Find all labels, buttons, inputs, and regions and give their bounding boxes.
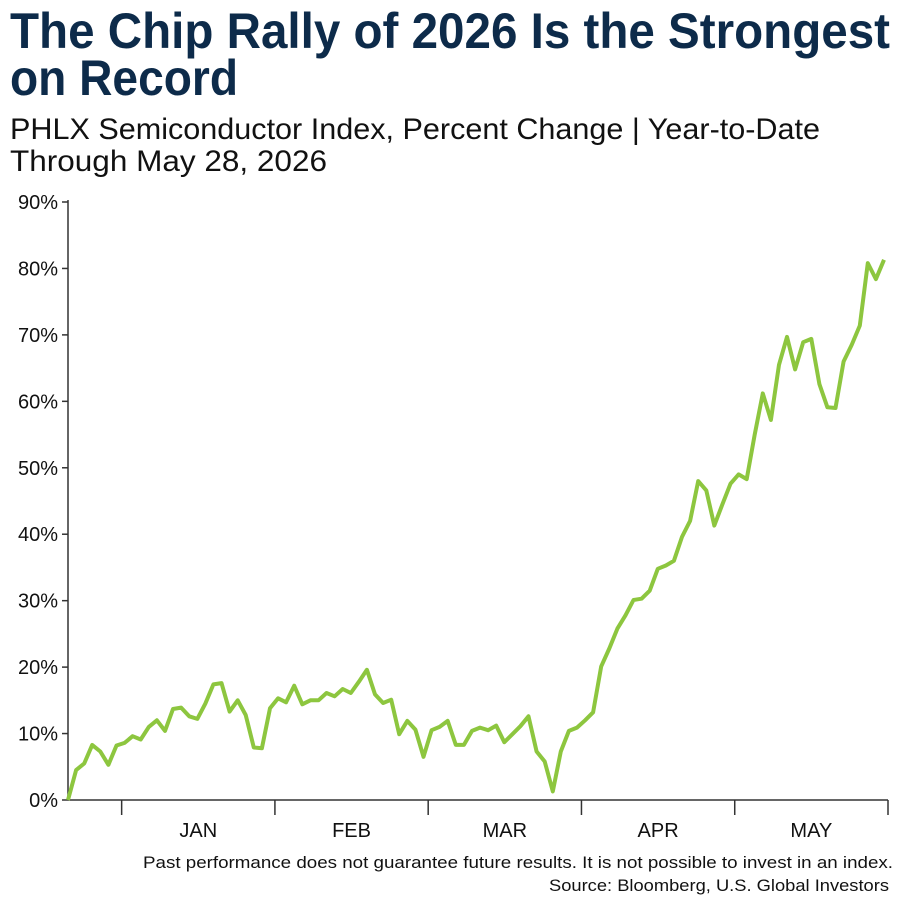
x-tick-label: JAN	[179, 820, 217, 842]
y-tick-label: 80%	[18, 258, 58, 280]
chart-subtitle: PHLX Semiconductor Index, Percent Change…	[10, 113, 820, 146]
y-tick-label: 0%	[29, 790, 58, 812]
source: Source: Bloomberg, U.S. Global Investors	[549, 876, 889, 895]
y-tick-label: 30%	[18, 591, 58, 613]
chart-title: on Record	[10, 50, 238, 106]
y-tick-label: 20%	[18, 657, 58, 679]
chart-subtitle: Through May 28, 2026	[10, 145, 327, 178]
x-tick-label: MAR	[483, 820, 527, 842]
footnote: Past performance does not guarantee futu…	[143, 853, 893, 872]
line	[66, 259, 886, 801]
y-tick-label: 10%	[18, 724, 58, 746]
y-tick-label: 50%	[18, 458, 58, 480]
y-tick-label: 90%	[18, 192, 58, 214]
y-tick-label: 60%	[18, 391, 58, 413]
x-tick-label: FEB	[332, 820, 371, 842]
y-tick-label: 40%	[18, 524, 58, 546]
chart-title: The Chip Rally of 2026 Is the Strongest	[10, 3, 890, 59]
x-tick-label: MAY	[790, 820, 832, 842]
x-tick-label: APR	[638, 820, 679, 842]
y-tick-label: 70%	[18, 325, 58, 347]
